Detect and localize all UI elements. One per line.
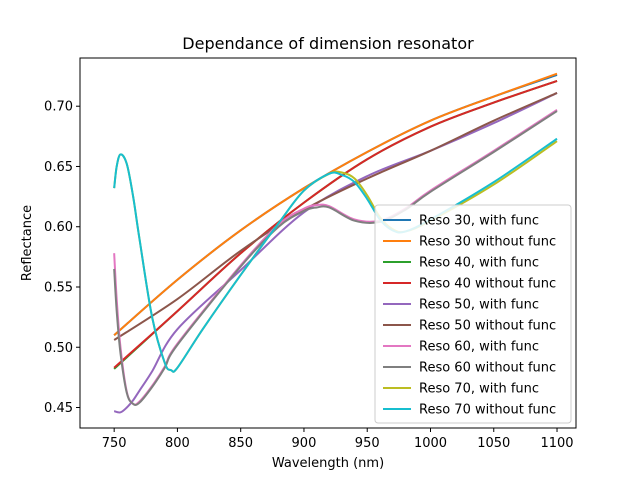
series-line-4 <box>113 79 558 369</box>
y-tick-label: 0.65 <box>44 160 73 175</box>
legend-label: Reso 50 without func <box>419 319 556 334</box>
y-tick-label: 0.60 <box>44 220 73 235</box>
y-tick-label: 0.70 <box>44 100 73 115</box>
x-tick-label: 800 <box>165 436 190 451</box>
x-tick-label: 900 <box>292 436 317 451</box>
y-tick-label: 0.55 <box>44 280 73 295</box>
x-tick-label: 1100 <box>540 436 573 451</box>
legend-label: Reso 30 without func <box>419 235 556 250</box>
x-axis: 750 800 850 900 950 1000 1050 1100 <box>102 428 574 451</box>
legend-label: Reso 30, with func <box>419 214 539 229</box>
legend: Reso 30, with func Reso 30 without func Re… <box>374 204 572 424</box>
legend-label: Reso 60 without func <box>419 361 556 376</box>
legend-label: Reso 50, with func <box>419 298 539 313</box>
legend-label: Reso 70 without func <box>419 403 556 418</box>
x-tick-label: 950 <box>355 436 380 451</box>
legend-label: Reso 40, with func <box>419 256 539 271</box>
series-line-2 <box>113 72 558 336</box>
legend-label: Reso 40 without func <box>419 277 556 292</box>
legend-label: Reso 70, with func <box>419 382 539 397</box>
x-tick-label: 850 <box>228 436 253 451</box>
x-axis-label: Wavelength (nm) <box>272 456 384 471</box>
x-tick-label: 1050 <box>477 436 510 451</box>
y-axis-label: Reflectance <box>20 205 35 281</box>
y-tick-label: 0.45 <box>44 401 73 416</box>
legend-box <box>374 204 572 424</box>
series-line-6 <box>113 92 558 341</box>
y-axis: 0.45 0.50 0.55 0.60 0.65 0.70 <box>44 100 80 416</box>
plot-frame <box>79 57 577 429</box>
x-tick-label: 1000 <box>414 436 447 451</box>
legend-label: Reso 60, with func <box>419 340 539 355</box>
y-tick-label: 0.50 <box>44 341 73 356</box>
chart-title: Dependance of dimension resonator <box>182 34 474 53</box>
x-tick-label: 750 <box>102 436 127 451</box>
